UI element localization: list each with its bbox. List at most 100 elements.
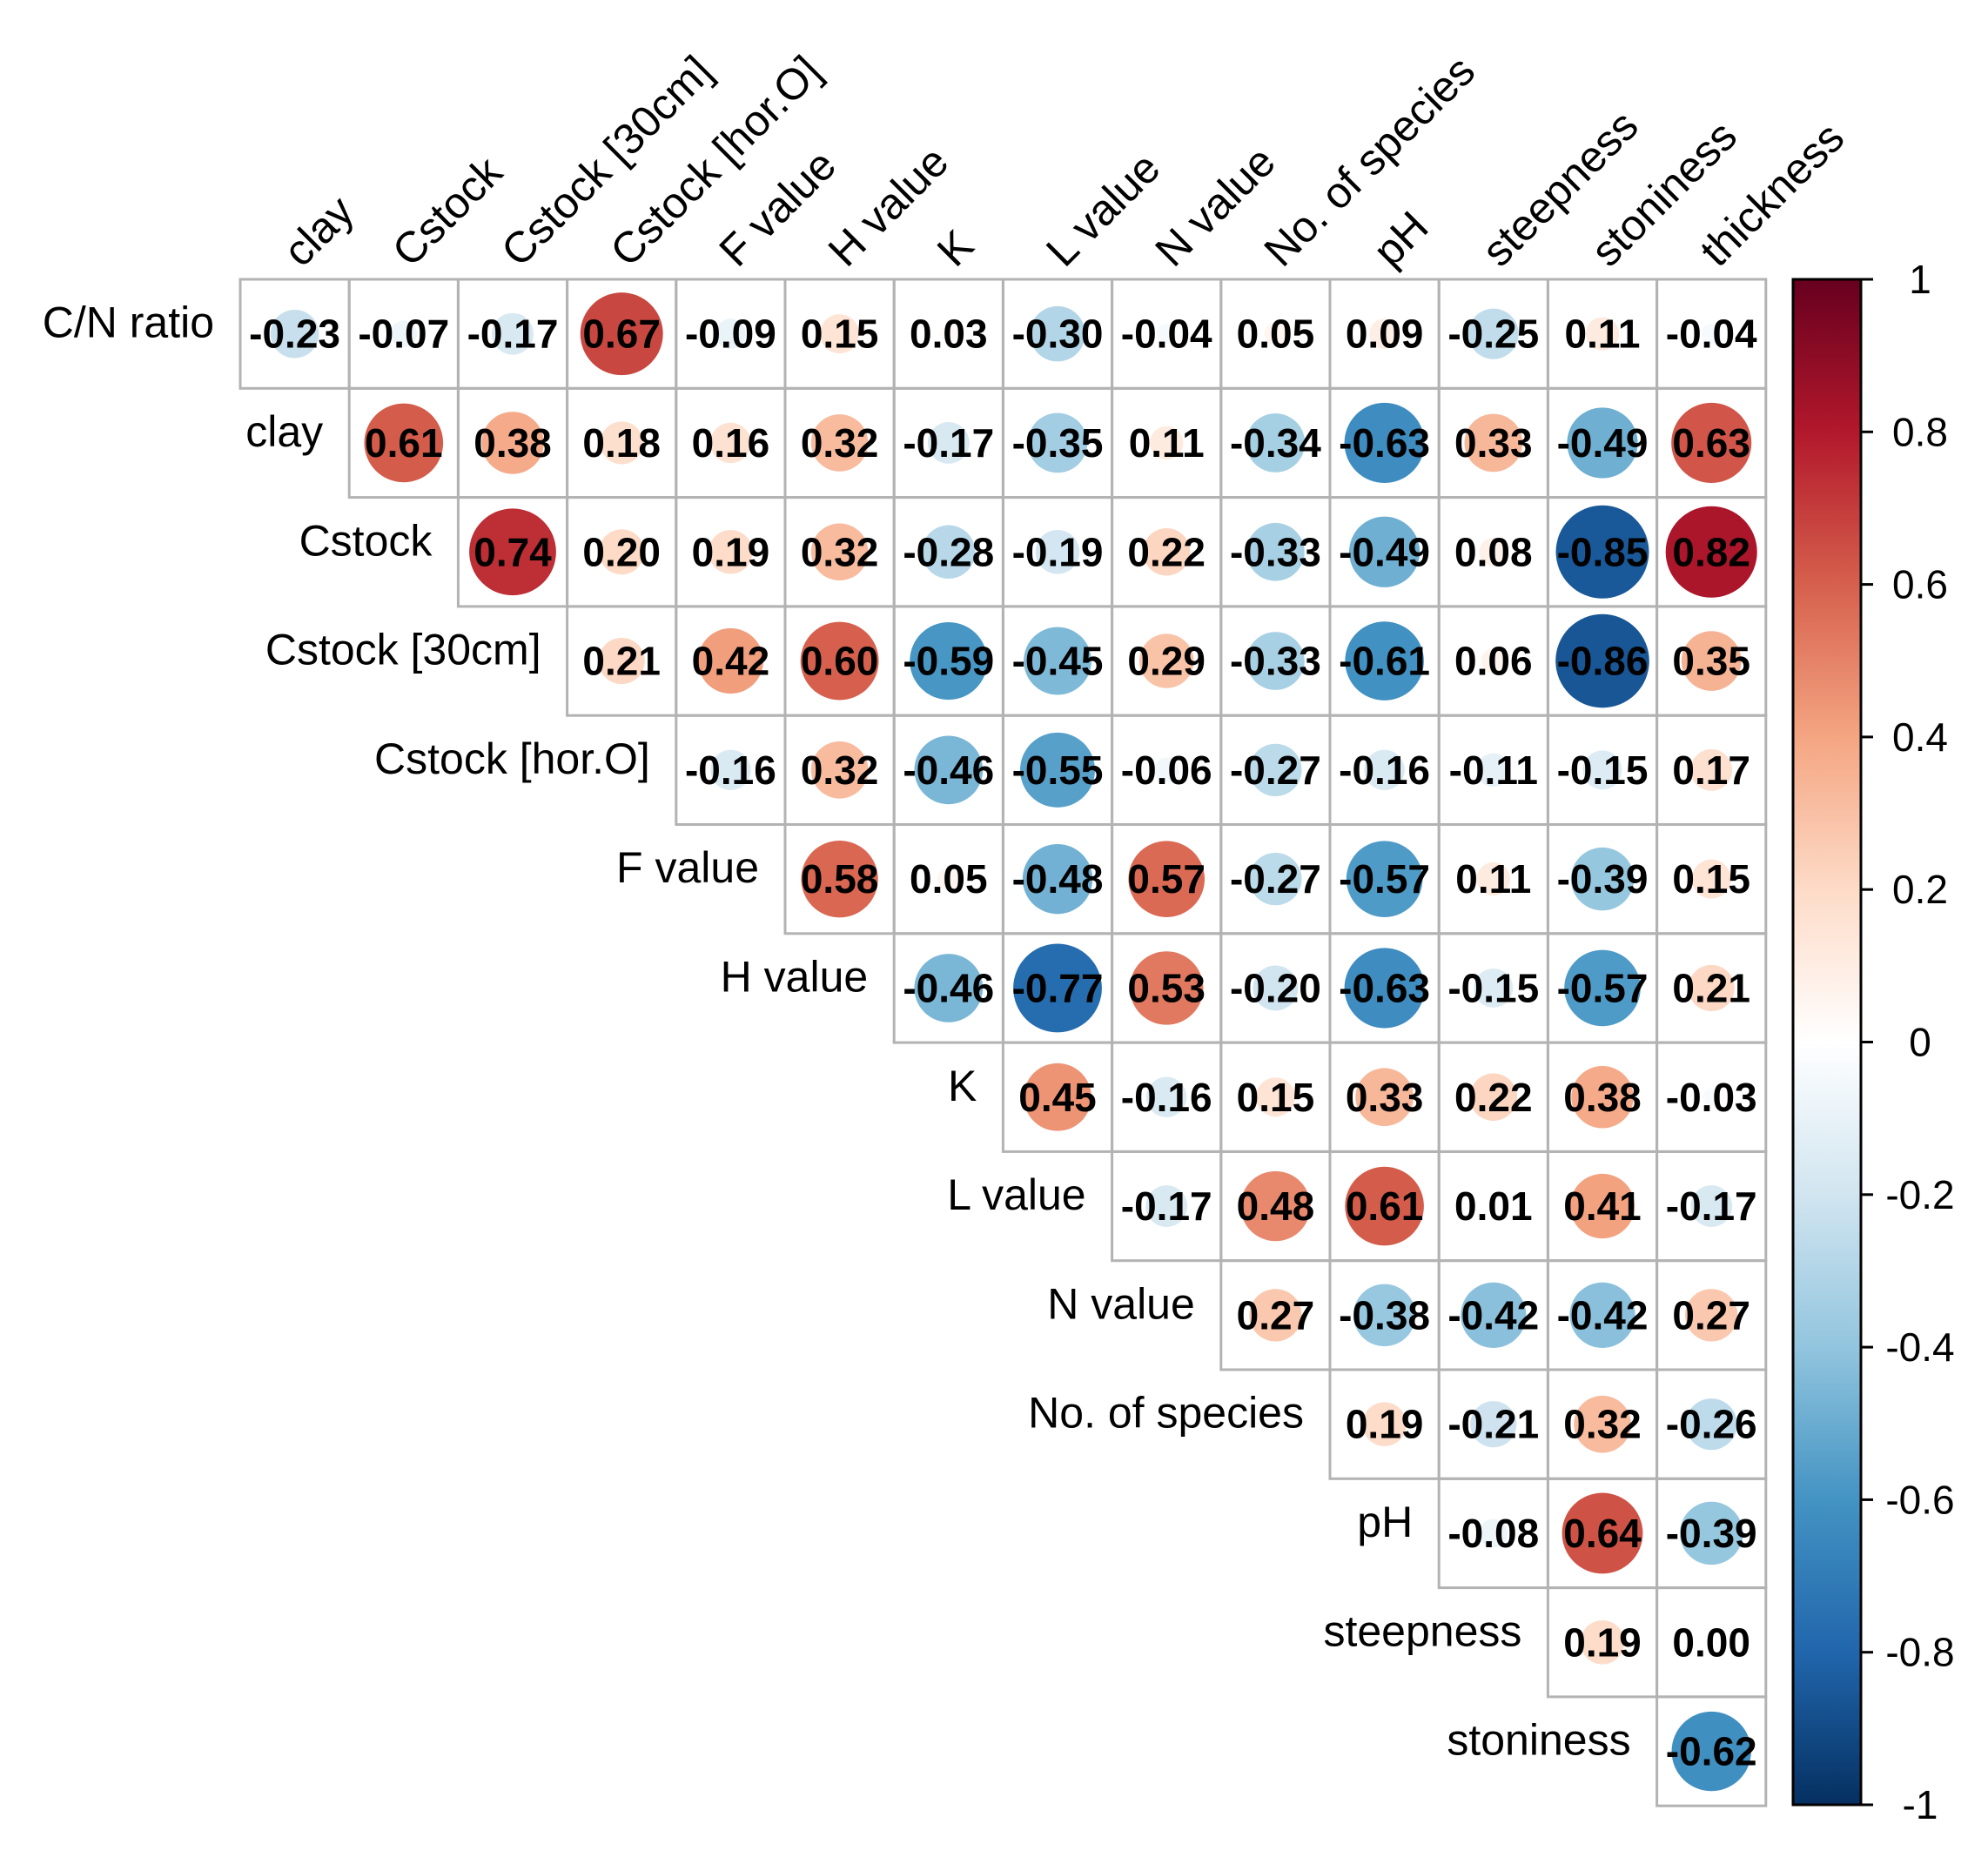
value-label: 0.15 [1237,1075,1315,1120]
col-label-h-value: H value [819,137,957,275]
value-label: 0.01 [1454,1183,1533,1229]
value-label: -0.61 [1339,639,1430,684]
colorbar-tick-label: -1 [1903,1782,1938,1827]
circle-clay-ph [1344,402,1425,483]
circle-clay-cstock-30cm [481,412,544,474]
circle-h-value-n-value [1129,951,1204,1025]
colorbar-tick-label: 0.4 [1892,714,1948,760]
circle-l-value-n-value [1145,1185,1188,1227]
circle-clay-stoniness [1567,407,1638,479]
value-label: 0.67 [582,312,661,357]
circle-clay-f-value [710,422,751,464]
circle-l-value-steepness [1488,1201,1499,1211]
value-label: 0.20 [582,529,661,574]
circle-f-value-ph [1346,841,1423,917]
value-label: -0.17 [467,312,559,357]
value-label: -0.27 [1230,747,1321,793]
value-label: 0.11 [1565,312,1641,357]
row-label-k: K [948,1062,977,1110]
circle-h-value-thickness [1688,964,1735,1012]
value-label: 0.15 [1672,856,1750,902]
col-label-k: K [928,221,983,276]
value-label: 0.64 [1563,1511,1642,1556]
circle-l-value-thickness [1690,1185,1733,1227]
value-label: -0.17 [1666,1183,1757,1229]
circle-cstock-ph [1349,516,1420,587]
circle-clay-l-value [1027,412,1088,473]
row-label-l-value: L value [947,1170,1085,1219]
value-label: 0.32 [801,420,879,466]
value-label: -0.62 [1666,1729,1757,1774]
value-label: 0.38 [1563,1075,1642,1120]
circle-cstock-30cm-h-value [800,621,879,701]
value-label: -0.77 [1012,965,1104,1010]
correlation-grid [238,278,1768,1807]
circle-cstock-30cm-ph [1345,621,1424,701]
value-label: -0.04 [1666,312,1757,357]
value-label: -0.28 [903,529,994,574]
value-label: 0.53 [1127,965,1206,1010]
circle-cstock-hor-o-f-value [710,749,751,791]
value-label: 0.19 [1563,1619,1642,1665]
value-label: -0.39 [1666,1511,1757,1556]
row-label-n-value: N value [1047,1279,1195,1328]
circle-no-of-species-steepness [1470,1401,1517,1448]
circle-no-of-species-thickness [1685,1398,1737,1451]
circle-clay-cstock [364,403,444,483]
value-label: 0.27 [1672,1292,1750,1337]
value-label: -0.27 [1230,856,1321,902]
value-label: -0.34 [1230,420,1321,466]
value-label: -0.16 [1339,747,1430,793]
value-label: 0.05 [1237,312,1315,357]
circle-steepness-thickness [1709,1640,1713,1644]
circle-n-value-thickness [1685,1289,1738,1342]
color-legend: 1 0.8 0.6 0.4 0.2 0 -0.2 -0.4 -0.6 -0.8 -1 [1791,257,1955,1827]
value-label: 0.33 [1454,420,1533,466]
value-label: 0.00 [1672,1619,1750,1665]
value-label: -0.26 [1666,1402,1757,1447]
row-label-cstock-30cm: Cstock [30cm] [265,626,541,674]
circle-f-value-no-of-species [1249,853,1302,906]
circle-cstock-hor-o-stoniness [1582,750,1622,790]
value-label: 0.41 [1563,1183,1642,1229]
circle-k-stoniness [1571,1065,1634,1129]
colorbar-tick-label: -0.2 [1885,1172,1954,1217]
circle-cstock-cstock-hor-o [599,529,645,575]
value-label: -0.46 [903,965,994,1010]
correlation-values: -0.23 -0.07 -0.17 0.67 -0.09 0.15 0.03 -0.30 -0.… [249,312,1757,1774]
value-label: 0.48 [1237,1183,1315,1229]
circle-c-n-ratio-cstock [390,320,418,347]
value-label: 0.63 [1672,420,1750,466]
circle-cstock-k [922,525,976,579]
value-label: 0.16 [692,420,770,466]
circle-clay-steepness [1464,413,1523,473]
row-label-f-value: F value [616,843,759,892]
circle-k-ph [1355,1068,1414,1127]
value-label: -0.55 [1012,747,1104,793]
row-label-no-of-species: No. of species [1028,1389,1304,1438]
circle-f-value-l-value [1022,843,1093,915]
col-label-l-value: L value [1037,143,1169,275]
value-label: 0.08 [1454,529,1533,574]
circle-cstock-cstock-30cm [469,508,556,596]
circle-cstock-30cm-k [910,621,988,701]
circle-f-value-thickness [1691,859,1731,899]
value-label: -0.17 [1121,1183,1212,1229]
value-label: 0.32 [801,747,879,793]
circle-h-value-l-value [1013,943,1102,1033]
value-label: -0.42 [1447,1292,1539,1337]
circle-cstock-hor-o-steepness [1476,753,1511,788]
circle-ph-stoniness [1562,1492,1643,1574]
circle-cstock-n-value [1142,528,1191,576]
value-label: 0.58 [801,856,879,902]
circle-cstock-30cm-stoniness [1555,613,1649,708]
value-label: -0.49 [1557,420,1649,466]
value-label: 0.11 [1455,856,1531,902]
circle-c-n-ratio-k [939,325,957,343]
col-label-n-value: N value [1145,137,1284,275]
value-label: 0.32 [1563,1402,1642,1447]
col-label-clay: clay [274,186,363,275]
circle-l-value-no-of-species [1240,1170,1311,1242]
value-label: 0.21 [1672,965,1750,1010]
